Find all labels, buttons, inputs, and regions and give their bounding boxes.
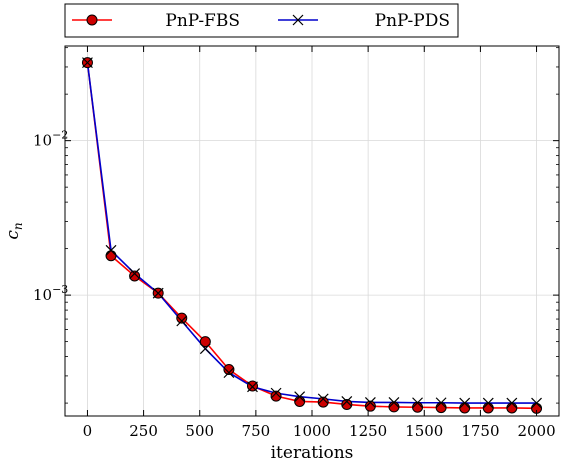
series-point-stroke [294,391,306,403]
series-point [412,401,424,413]
series-point [105,250,117,262]
series-point [223,364,235,376]
series-point [270,390,282,402]
x-tick-label: 1750 [461,422,499,440]
series-point [199,343,211,355]
x-tick-label: 250 [129,422,158,440]
series-point [270,387,282,399]
series-point-stroke [531,397,542,409]
series-point [459,402,471,414]
series-point [294,395,306,407]
series-point [531,397,542,409]
series-point [435,397,447,409]
y-tick-label: 10−2 [33,129,68,150]
series-point-stroke [341,396,353,407]
series-point-stroke [364,397,376,408]
legend-entry: PnP-FBS [72,11,240,31]
series-point [412,397,423,409]
series-point [388,401,400,413]
series-point [388,397,400,408]
x-tick-label: 2000 [517,422,555,440]
y-axis-title-subscript: n [11,222,25,230]
series-point-stroke [270,387,282,399]
legend-label: PnP-FBS [165,11,240,31]
series-point-stroke [317,393,329,405]
series-layer [81,57,543,414]
series-point-stroke [199,343,211,355]
series-point [364,400,376,412]
series-point [86,14,98,26]
series-point-stroke [105,244,117,256]
series-point [129,270,141,282]
series-point-stroke [482,397,494,409]
series-point [105,244,117,256]
y-axis-title: cn [3,222,25,239]
series-point [292,14,304,26]
series-point [247,381,258,393]
series-point [223,367,235,379]
series-point [482,397,494,409]
series-point [506,402,518,414]
series-point-stroke [176,315,188,327]
x-axis-title: iterations [271,443,354,463]
series-point [506,397,518,409]
series-point [129,268,141,279]
series-point [364,397,376,408]
grid [65,46,559,416]
legend: PnP-FBS PnP-PDS [64,3,459,38]
series-point-stroke [459,397,471,409]
legend-frame [64,3,459,38]
y-axis-title-base: c [3,230,23,240]
series-point [341,398,353,410]
series-point [176,315,188,327]
series-point-stroke [223,367,235,379]
series-point [459,397,471,409]
series-point [82,57,93,69]
series-point [152,287,164,299]
x-tick-label: 1000 [293,422,331,440]
series-point [482,402,494,414]
series-point [317,393,329,405]
series-point-stroke [435,397,447,409]
series-point-stroke [506,397,518,409]
x-tick-label: 500 [185,422,214,440]
ticks: 0 250 500 750 1000 1250 1500 1750 2000 10−2 10−3 [33,46,559,440]
series-point-stroke [82,57,93,69]
x-tick-label: 750 [242,422,271,440]
series-point-stroke [152,287,164,299]
series-point [435,402,447,414]
legend-entry: PnP-PDS [278,11,450,31]
series-point [199,336,211,348]
series-point-stroke [412,397,423,409]
x-tick-label: 1500 [405,422,443,440]
x-tick-label: 0 [83,422,93,440]
series-markers-PnP-PDS [82,57,542,409]
series-point [341,396,353,407]
legend-label: PnP-PDS [375,11,450,31]
series-point-stroke [388,397,400,408]
series-point-stroke [129,268,141,279]
series-point [317,396,329,408]
series-point-stroke [292,14,304,26]
x-tick-label: 1250 [349,422,387,440]
y-tick-label: 10−3 [33,283,68,304]
series-point [294,391,306,403]
series-point [176,312,188,324]
series-point-stroke [247,381,258,393]
